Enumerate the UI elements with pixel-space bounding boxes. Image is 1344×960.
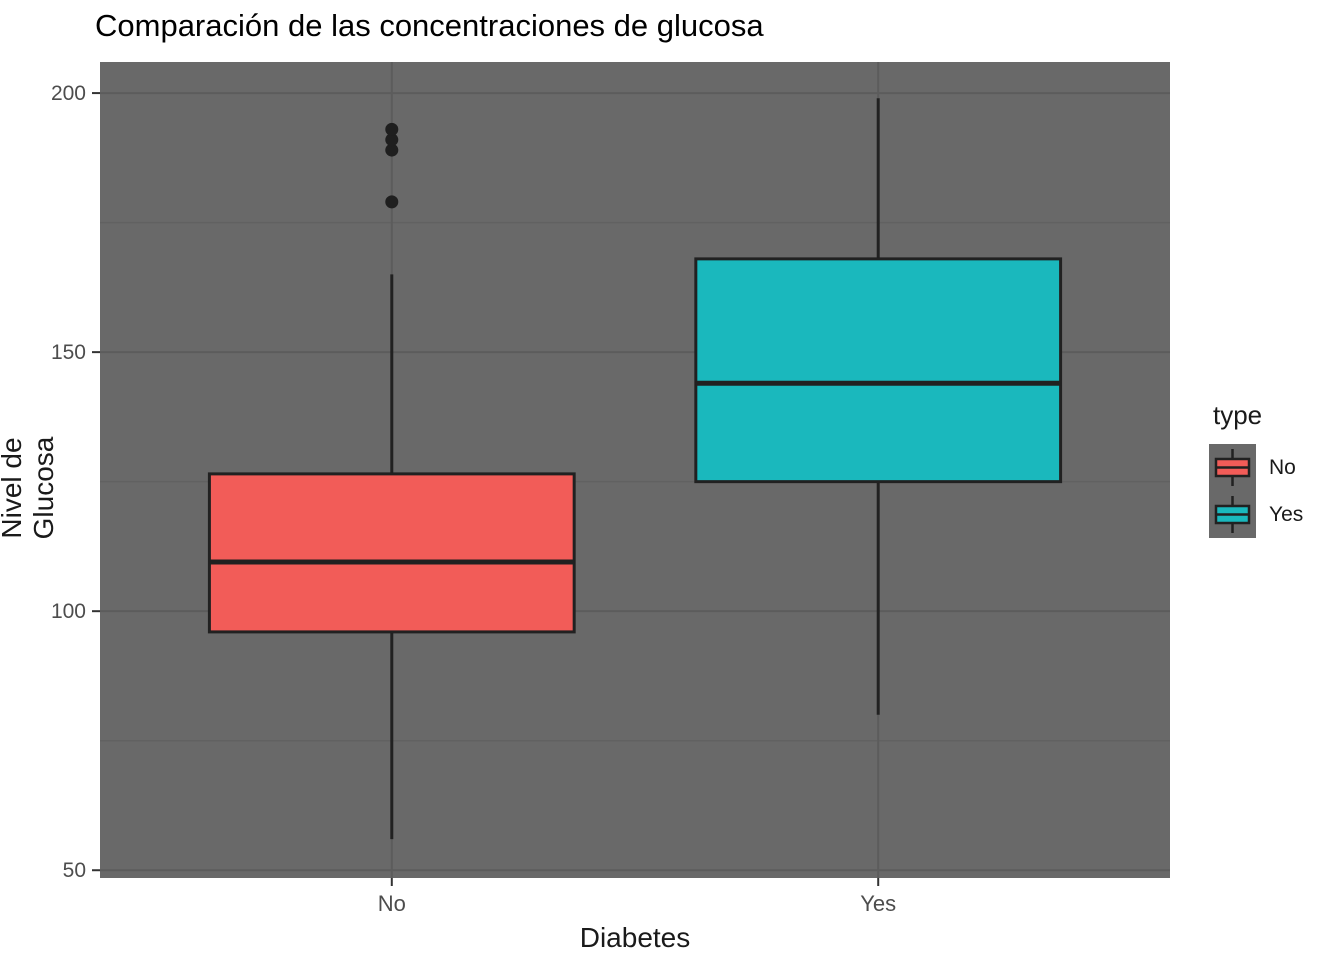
legend-key-boxplot-glyph [1209, 444, 1256, 491]
plot-title: Comparación de las concentraciones de gl… [95, 8, 764, 43]
y-tick-label: 50 [63, 859, 86, 882]
legend-entry-No: No [1209, 444, 1303, 491]
outlier-point-No [385, 143, 399, 157]
legend-glyph-svg [1214, 496, 1251, 533]
x-tick-label: No [378, 891, 406, 916]
x-axis-title: Diabetes [579, 922, 691, 953]
legend-keys: No Yes [1209, 444, 1303, 538]
box-No [207, 472, 576, 634]
outlier-point-No [385, 133, 399, 147]
outlier-point-No [385, 122, 399, 136]
legend-glyph-svg [1214, 449, 1251, 486]
legend-label: No [1269, 455, 1296, 479]
box-Yes [694, 257, 1063, 484]
y-tick-label: 200 [51, 82, 86, 105]
legend-entry-Yes: Yes [1209, 491, 1303, 538]
legend-key-boxplot-glyph [1209, 491, 1256, 538]
y-tick-label: 150 [51, 341, 86, 364]
legend: type No Yes [1209, 400, 1303, 538]
y-tick-label: 100 [51, 600, 86, 623]
outlier-point-No [385, 195, 399, 209]
y-axis-title: Nivel de Glucosa [0, 436, 59, 540]
x-tick-label: Yes [860, 891, 896, 916]
legend-title: type [1213, 400, 1263, 430]
legend-label: Yes [1269, 502, 1304, 526]
